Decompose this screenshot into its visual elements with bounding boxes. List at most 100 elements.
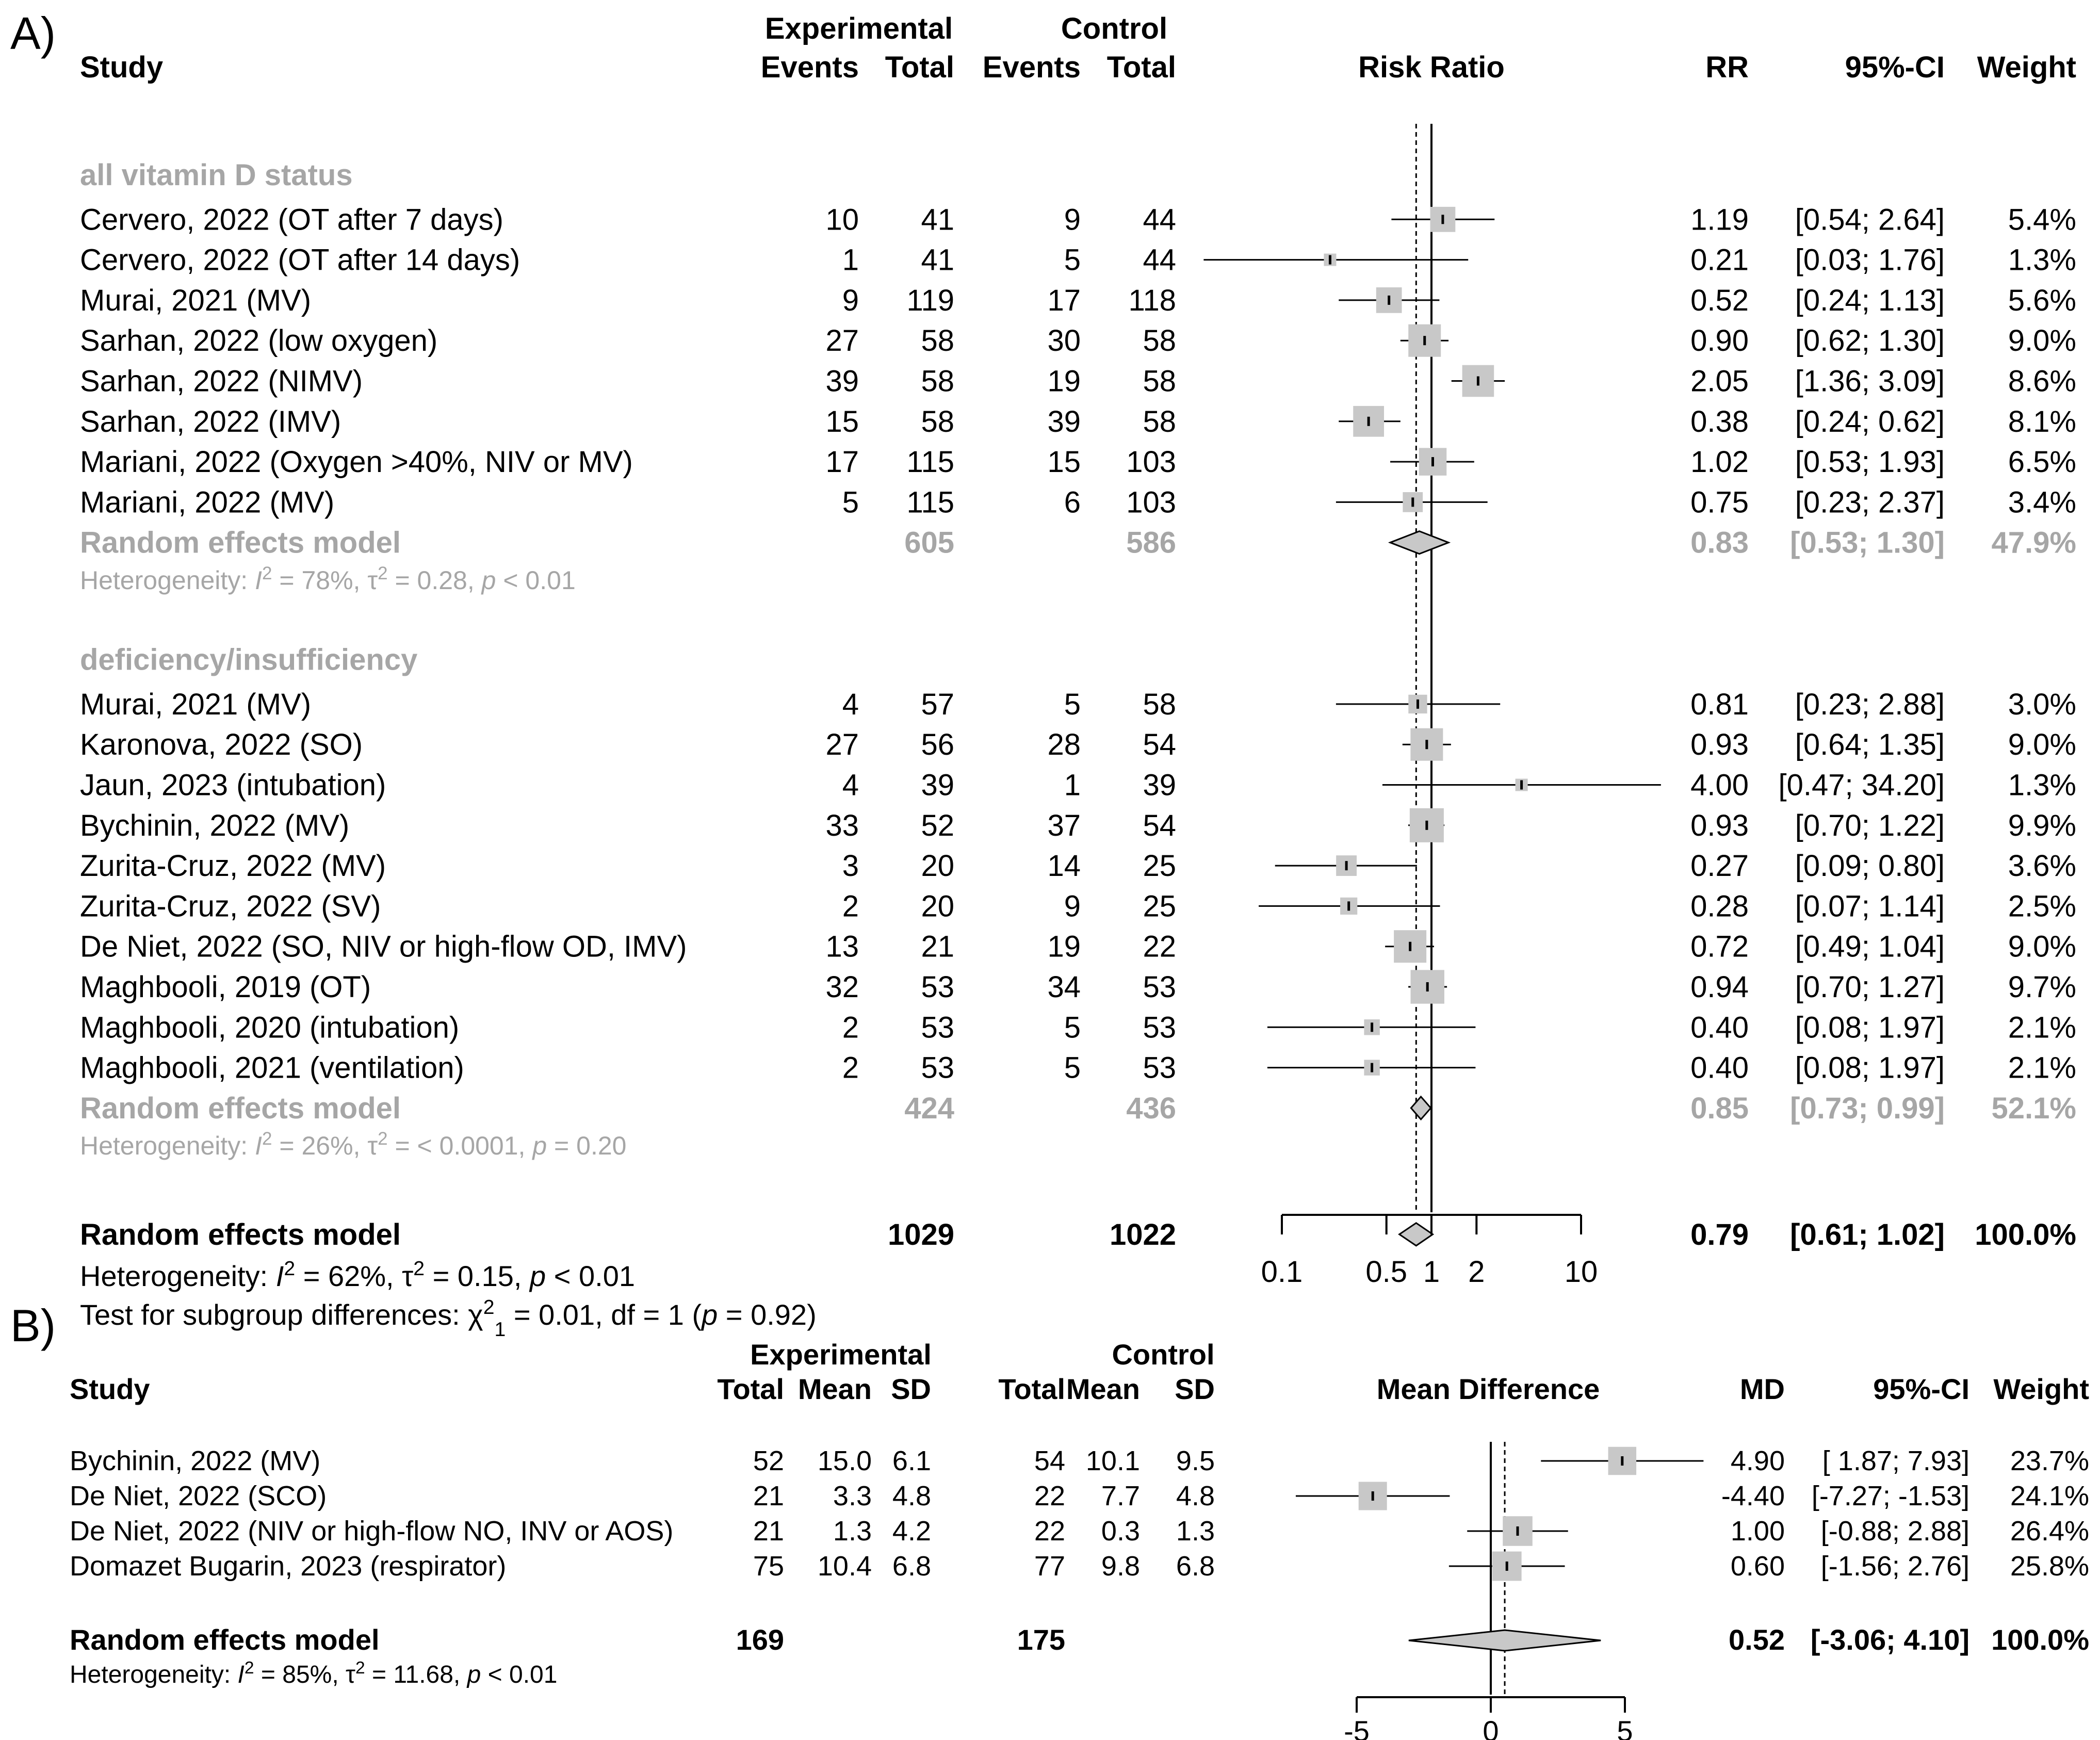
text-segment: = 0.92): [718, 1298, 816, 1331]
x-tick-label: 1: [1423, 1255, 1440, 1289]
x-tick-label: 10: [1565, 1255, 1598, 1289]
exp-events: 27: [825, 324, 859, 357]
overall-md-value: 0.52: [1729, 1623, 1785, 1656]
text-segment: 2: [284, 1257, 295, 1279]
exp-sd: 6.1: [892, 1445, 931, 1476]
ctrl-total: 44: [1143, 203, 1176, 236]
subgroup-difference-test: Test for subgroup differences: χ21 = 0.0…: [80, 1296, 817, 1340]
exp-total: 58: [921, 365, 954, 398]
text-segment: χ: [468, 1298, 483, 1331]
pooled-ctrl-total: 586: [1126, 526, 1176, 560]
ctrl-sd: 9.5: [1176, 1445, 1215, 1476]
rr-value: 1.02: [1690, 445, 1749, 479]
ctrl-total: 39: [1143, 769, 1176, 802]
rr-value: 0.94: [1690, 970, 1749, 1004]
panel-label-b: B): [10, 1300, 56, 1351]
overall-ci-value: [0.61; 1.02]: [1790, 1218, 1945, 1251]
exp-events: 3: [842, 849, 859, 883]
ctrl-sd: 4.8: [1176, 1481, 1215, 1511]
ctrl-events: 9: [1064, 203, 1081, 236]
ci-value: [0.23; 2.37]: [1795, 485, 1945, 519]
ctrl-events: 5: [1064, 688, 1081, 721]
header-total: Total: [998, 1373, 1065, 1405]
text-segment: Heterogeneity:: [70, 1661, 238, 1688]
weight-value: 3.0%: [2008, 688, 2076, 721]
exp-total: 39: [921, 769, 954, 802]
text-segment: Heterogeneity:: [80, 1260, 276, 1292]
overall-rr-value: 0.79: [1690, 1218, 1749, 1251]
ctrl-events: 6: [1064, 485, 1081, 519]
study-label: Bychinin, 2022 (MV): [80, 809, 349, 842]
header-experimental: Experimental: [750, 1338, 932, 1371]
header-experimental: Experimental: [765, 12, 953, 45]
header-control: Control: [1112, 1338, 1214, 1371]
study-label: Zurita-Cruz, 2022 (MV): [80, 849, 386, 883]
study-label: Maghbooli, 2020 (intubation): [80, 1011, 459, 1044]
exp-events: 17: [825, 445, 859, 479]
header-weight: Weight: [1993, 1373, 2089, 1405]
subgroup-heterogeneity: Heterogeneity: I2 = 26%, τ2 = < 0.0001, …: [80, 1129, 626, 1161]
text-segment: 2: [378, 563, 387, 583]
overall-heterogeneity: Heterogeneity: I2 = 62%, τ2 = 0.15, p < …: [80, 1257, 635, 1292]
exp-events: 2: [842, 1011, 859, 1044]
ctrl-total: 25: [1143, 889, 1176, 923]
header-risk-ratio: Risk Ratio: [1358, 51, 1505, 84]
header-ci: 95%-CI: [1845, 51, 1945, 84]
header-sd: SD: [891, 1373, 931, 1405]
study-label: Jaun, 2023 (intubation): [80, 769, 386, 802]
weight-value: 2.5%: [2008, 889, 2076, 923]
pooled-exp-total: 424: [904, 1092, 954, 1125]
ctrl-events: 15: [1047, 445, 1081, 479]
weight-value: 9.0%: [2008, 728, 2076, 761]
text-segment: 1: [494, 1318, 506, 1340]
text-segment: p: [466, 1661, 481, 1688]
exp-total: 21: [753, 1516, 784, 1547]
weight-value: 3.6%: [2008, 849, 2076, 883]
ctrl-events: 19: [1047, 365, 1081, 398]
ci-value: [1.36; 3.09]: [1795, 365, 1945, 398]
ctrl-total: 22: [1143, 930, 1176, 964]
weight-value: 24.1%: [2010, 1481, 2089, 1511]
pooled-ctrl-total: 436: [1126, 1092, 1176, 1125]
header-ci: 95%-CI: [1873, 1373, 1969, 1405]
weight-value: 5.6%: [2008, 284, 2076, 317]
text-segment: Test for subgroup differences:: [80, 1298, 468, 1331]
subgroup-pooled-diamond: [1388, 530, 1451, 555]
study-label: Maghbooli, 2021 (ventilation): [80, 1051, 464, 1085]
overall-pooled-label: Random effects model: [70, 1623, 380, 1656]
overall-pooled-diamond: [1408, 1629, 1601, 1652]
weight-value: 1.3%: [2008, 243, 2076, 277]
md-value: -4.40: [1721, 1481, 1785, 1511]
weight-value: 9.9%: [2008, 809, 2076, 842]
ci-value: [-0.88; 2.88]: [1821, 1516, 1969, 1547]
text-segment: p: [481, 566, 496, 595]
exp-mean: 15.0: [818, 1445, 872, 1476]
text-segment: τ: [367, 1131, 378, 1160]
overall-exp-total: 1029: [888, 1218, 954, 1251]
header-events: Events: [761, 51, 859, 84]
exp-events: 32: [825, 970, 859, 1004]
exp-events: 10: [825, 203, 859, 236]
exp-total: 52: [753, 1445, 784, 1476]
exp-mean: 3.3: [833, 1481, 872, 1511]
text-segment: = < 0.0001,: [388, 1131, 533, 1160]
ci-value: [0.03; 1.76]: [1795, 243, 1945, 277]
ctrl-total: 58: [1143, 405, 1176, 438]
text-segment: p: [529, 1260, 546, 1292]
header-md: MD: [1740, 1373, 1785, 1405]
ci-value: [0.24; 0.62]: [1795, 405, 1945, 438]
exp-total: 52: [921, 809, 954, 842]
x-tick-label: 0: [1483, 1715, 1499, 1740]
header-total: Total: [885, 51, 954, 84]
text-segment: = 0.01, df = 1 (: [506, 1298, 702, 1331]
ci-value: [0.23; 2.88]: [1795, 688, 1945, 721]
weight-value: 26.4%: [2010, 1516, 2089, 1547]
exp-events: 2: [842, 1051, 859, 1085]
text-segment: = 26%,: [272, 1131, 367, 1160]
ci-value: [-1.56; 2.76]: [1821, 1551, 1969, 1582]
ci-value: [0.64; 1.35]: [1795, 728, 1945, 761]
pooled-exp-total: 605: [904, 526, 954, 560]
subgroup-title: deficiency/insufficiency: [80, 643, 417, 677]
exp-events: 13: [825, 930, 859, 964]
text-segment: < 0.01: [496, 566, 575, 595]
